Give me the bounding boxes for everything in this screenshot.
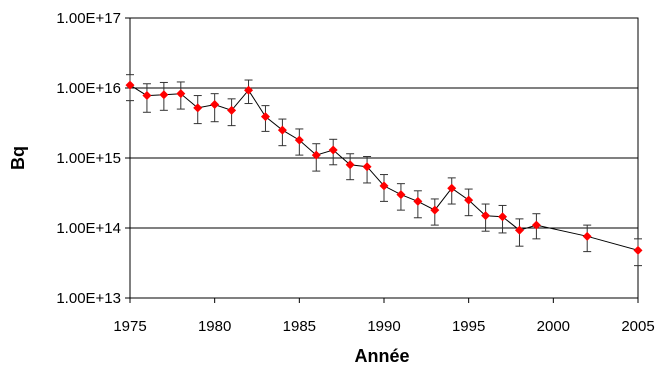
data-point [244,85,254,95]
data-point [447,183,457,193]
x-tick-label: 2005 [621,318,654,335]
data-point [481,211,491,221]
x-tick-label: 1995 [452,318,485,335]
series-line [129,84,639,251]
data-point [125,80,135,90]
data-point [294,135,304,145]
y-axis-label: Bq [8,146,28,170]
data-point [227,105,237,115]
x-tick-label: 1975 [113,318,146,335]
data-point [413,196,423,206]
data-point [514,225,524,235]
data-markers [125,80,643,255]
x-tick-labels: 1975 1980 1985 1990 1995 2000 2005 [113,318,654,335]
data-series [129,84,639,251]
y-tick-label: 1.00E+15 [56,150,121,167]
x-axis-label: Année [354,346,409,366]
data-point [633,245,643,255]
data-point [210,100,220,110]
y-tick-labels: 1.00E+13 1.00E+14 1.00E+15 1.00E+16 1.00E+17 [56,10,121,307]
data-point [159,90,169,100]
data-point [582,231,592,241]
x-tick-label: 1985 [283,318,316,335]
x-tick-label: 1980 [198,318,231,335]
error-bars [126,74,642,267]
data-point [328,145,338,155]
data-point [498,212,508,222]
data-point [430,205,440,215]
grid-lines [130,17,638,299]
data-point [176,89,186,99]
y-tick-label: 1.00E+16 [56,80,121,97]
y-tick-label: 1.00E+13 [56,290,121,307]
data-point [193,103,203,113]
y-tick-label: 1.00E+17 [56,10,121,27]
data-point [345,160,355,170]
data-point [311,150,321,160]
data-point [260,112,270,122]
data-point [396,190,406,200]
data-point [379,181,389,191]
x-tick-label: 2000 [537,318,570,335]
axes [125,17,639,303]
data-point [531,220,541,230]
x-tick-label: 1990 [367,318,400,335]
data-point [464,195,474,205]
data-point [142,91,152,101]
plot-frame [129,17,639,299]
y-tick-label: 1.00E+14 [56,220,121,237]
data-point [362,162,372,172]
data-point [277,125,287,135]
